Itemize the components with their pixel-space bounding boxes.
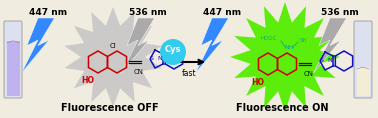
Text: HO: HO	[251, 78, 265, 87]
Text: 447 nm: 447 nm	[203, 8, 241, 17]
Text: N: N	[158, 56, 163, 61]
Bar	[6, 41, 20, 96]
Text: 536 nm: 536 nm	[129, 8, 167, 17]
Text: NH: NH	[284, 45, 294, 50]
Text: HO: HO	[82, 76, 94, 85]
Text: Cys: Cys	[165, 46, 181, 55]
Text: Fluorescence OFF: Fluorescence OFF	[61, 103, 159, 113]
Polygon shape	[121, 18, 155, 73]
Text: SH: SH	[300, 38, 308, 44]
Text: 536 nm: 536 nm	[321, 8, 359, 17]
Polygon shape	[195, 18, 228, 73]
Polygon shape	[64, 7, 162, 107]
Text: S: S	[320, 58, 324, 63]
Text: 447 nm: 447 nm	[29, 8, 67, 17]
Text: S: S	[150, 56, 154, 61]
Text: CN: CN	[304, 71, 314, 77]
Polygon shape	[313, 18, 347, 73]
FancyBboxPatch shape	[354, 21, 372, 98]
Text: N: N	[328, 58, 332, 63]
Circle shape	[160, 39, 186, 65]
Polygon shape	[230, 2, 340, 112]
Polygon shape	[22, 18, 54, 73]
Text: Cl: Cl	[110, 43, 116, 49]
Text: HOOC: HOOC	[260, 36, 277, 42]
FancyBboxPatch shape	[4, 21, 22, 98]
Text: CN: CN	[134, 69, 144, 75]
Text: Fluorescence ON: Fluorescence ON	[236, 103, 328, 113]
Text: fast: fast	[182, 69, 196, 78]
Bar	[356, 67, 370, 96]
